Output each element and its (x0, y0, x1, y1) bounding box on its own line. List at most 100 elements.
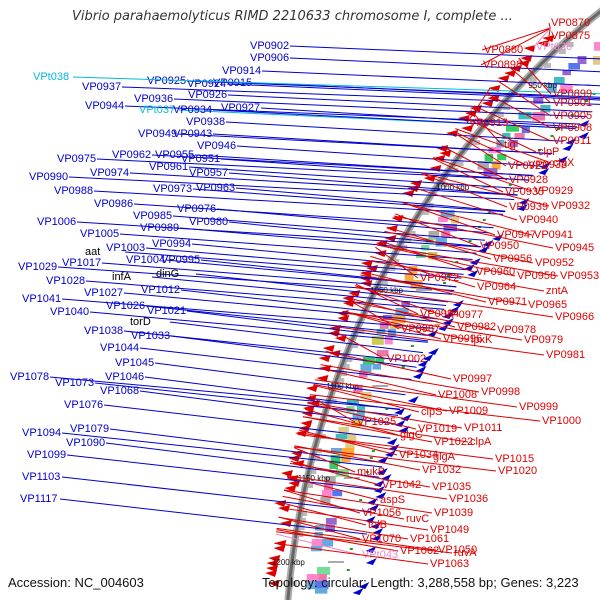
gene-label-vp1038[interactable]: VP1038 (84, 325, 123, 337)
gene-label-vp1019[interactable]: VP1019 (418, 423, 457, 435)
gene-label-tig[interactable]: tig (504, 139, 516, 151)
gene-label-vp0911[interactable]: VP0911 (553, 135, 591, 147)
gene-label-vp0973[interactable]: VP0973 (153, 183, 192, 195)
gene-label-vpt043[interactable]: VPt043 (362, 549, 398, 561)
gene-label-vp0982[interactable]: VP0982 (457, 321, 496, 333)
gene-label-vp0953[interactable]: VP0953 (560, 270, 599, 282)
gene-label-znta[interactable]: zntA (546, 285, 569, 297)
gene-label-vp0938[interactable]: VP0938 (186, 116, 225, 128)
gene-label-vp0898[interactable]: VP0898 (483, 59, 522, 71)
gene-label-vp0952[interactable]: VP0952 (535, 257, 574, 269)
gene-label-vp0937[interactable]: VP0937 (82, 81, 121, 93)
gene-label-clpa[interactable]: clpA (470, 436, 492, 448)
gene-label-vp0951[interactable]: VP0951 (181, 153, 220, 165)
gene-label-vp1076[interactable]: VP1076 (64, 399, 103, 411)
gene-label-vp0914[interactable]: VP0914 (222, 65, 261, 77)
gene-label-vp1079[interactable]: VP1079 (70, 423, 109, 435)
gene-label-vp0988[interactable]: VP0988 (54, 185, 93, 197)
gene-label-vp0997[interactable]: VP0997 (453, 373, 492, 385)
gene-label-vp1117[interactable]: VP1117 (20, 493, 58, 505)
gene-label-vp0950[interactable]: VP0950 (480, 240, 519, 252)
gene-label-vp1056[interactable]: VP1056 (362, 507, 401, 519)
gene-label-vp1004[interactable]: VP1004 (126, 254, 165, 266)
gene-label-vp0977[interactable]: VP0977 (444, 309, 483, 321)
gene-label-vp0955[interactable]: VP0955 (155, 149, 194, 161)
gene-label-vp0934[interactable]: VP0934 (173, 104, 212, 116)
gene-label-vp1068[interactable]: VP1068 (100, 385, 139, 397)
gene-label-vp0949[interactable]: VP0949 (138, 128, 177, 140)
gene-label-vp0926[interactable]: VP0926 (188, 89, 227, 101)
gene-label-vp1026[interactable]: VP1026 (106, 300, 145, 312)
gene-label-vp0976[interactable]: VP0976 (177, 203, 216, 215)
gene-label-vp0966[interactable]: VP0966 (555, 311, 594, 323)
gene-label-vp0999[interactable]: VP0999 (519, 401, 558, 413)
gene-label-vp1011[interactable]: VP1011 (464, 422, 502, 434)
gene-label-vp0972[interactable]: VP0972 (420, 272, 459, 284)
gene-label-vp1073[interactable]: VP1073 (55, 377, 94, 389)
gene-label-vp0961[interactable]: VP0961 (149, 161, 188, 173)
gene-label-vp1035[interactable]: VP1035 (432, 481, 471, 493)
gene-label-vp0978[interactable]: VP0978 (497, 324, 536, 336)
gene-label-vp0947[interactable]: VP0947 (497, 229, 536, 241)
gene-label-vp0922[interactable]: VP0922 (508, 160, 547, 172)
gene-label-vp1025[interactable]: VP1025 (357, 416, 396, 428)
gene-label-vp1000[interactable]: VP1000 (542, 415, 581, 427)
gene-label-vp0936[interactable]: VP0936 (134, 93, 173, 105)
gene-label-mukb[interactable]: mukB (357, 466, 385, 478)
gene-label-vp1028[interactable]: VP1028 (46, 275, 85, 287)
gene-label-vp1090[interactable]: VP1090 (66, 437, 105, 449)
gene-label-vp0902[interactable]: VP0902 (250, 40, 289, 52)
gene-label-vp0875[interactable]: VP0875 (551, 30, 590, 42)
gene-label-vp0870[interactable]: VP0870 (551, 17, 590, 29)
gene-label-vp0957[interactable]: VP0957 (189, 167, 228, 179)
gene-label-vp1017[interactable]: VP1017 (62, 257, 101, 269)
gene-label-vp1036[interactable]: VP1036 (449, 493, 488, 505)
gene-label-vp1063[interactable]: VP1063 (430, 558, 469, 570)
gene-label-tord[interactable]: torD (130, 316, 151, 328)
gene-label-vp1044[interactable]: VP1044 (100, 342, 139, 354)
gene-label-vp0899[interactable]: VP0899 (553, 88, 592, 100)
gene-label-vp0979[interactable]: VP0979 (524, 334, 563, 346)
gene-label-vp1015[interactable]: VP1015 (495, 453, 534, 465)
gene-label-vp0985[interactable]: VP0985 (133, 210, 172, 222)
gene-label-vp0941[interactable]: VP0941 (534, 229, 573, 241)
gene-label-vp1046[interactable]: VP1046 (105, 371, 144, 383)
gene-label-vp1005[interactable]: VP1005 (80, 228, 119, 240)
gene-label-vp0939[interactable]: VP0939 (509, 201, 548, 213)
gene-label-vp0901[interactable]: VP0901 (553, 97, 592, 109)
gene-label-vp0944[interactable]: VP0944 (85, 100, 124, 112)
gene-label-vp0945[interactable]: VP0945 (555, 242, 594, 254)
gene-label-vp0990[interactable]: VP0990 (29, 171, 68, 183)
gene-label-ruva[interactable]: ruvA (454, 547, 477, 559)
gene-label-vp1002[interactable]: VP1002 (387, 353, 426, 365)
gene-label-vp1061[interactable]: VP1061 (410, 533, 449, 545)
gene-label-vp0965[interactable]: VP0965 (528, 299, 567, 311)
gene-label-vp0996[interactable]: VP0996 (443, 333, 482, 345)
gene-label-vp1039[interactable]: VP1039 (434, 507, 473, 519)
gene-label-vp0963[interactable]: VP0963 (196, 182, 235, 194)
gene-label-ding[interactable]: dinG (156, 268, 179, 280)
gene-label-vp0940[interactable]: VP0940 (519, 214, 558, 226)
gene-label-vpt036[interactable]: VPt036 (536, 41, 572, 53)
gene-label-vp0958[interactable]: VP0958 (517, 270, 556, 282)
gene-label-vp1029[interactable]: VP1029 (18, 261, 57, 273)
gene-label-vp1040[interactable]: VP1040 (50, 306, 89, 318)
gene-label-vp0994[interactable]: VP0994 (152, 238, 191, 250)
gene-label-vp0932[interactable]: VP0932 (551, 200, 590, 212)
gene-label-vp1021[interactable]: VP1021 (147, 305, 186, 317)
gene-label-vp1033[interactable]: VP1033 (131, 330, 170, 342)
gene-label-vp1094[interactable]: VP1094 (22, 427, 61, 439)
gene-label-vp0928[interactable]: VP0928 (509, 174, 548, 186)
gene-label-vp0998[interactable]: VP0998 (481, 386, 520, 398)
gene-label-vp1049[interactable]: VP1049 (430, 524, 469, 536)
gene-label-vp1003[interactable]: VP1003 (106, 242, 145, 254)
gene-label-vp1103[interactable]: VP1103 (22, 471, 60, 483)
gene-label-vp0906[interactable]: VP0906 (250, 52, 289, 64)
gene-label-vp0974[interactable]: VP0974 (90, 167, 129, 179)
gene-label-infa[interactable]: infA (112, 271, 132, 283)
gene-label-vp0980[interactable]: VP0980 (189, 216, 228, 228)
gene-label-clpx[interactable]: clpX (553, 157, 575, 169)
gene-label-vp0925[interactable]: VP0925 (147, 75, 186, 87)
gene-label-lpxk[interactable]: lpxK (471, 334, 493, 346)
